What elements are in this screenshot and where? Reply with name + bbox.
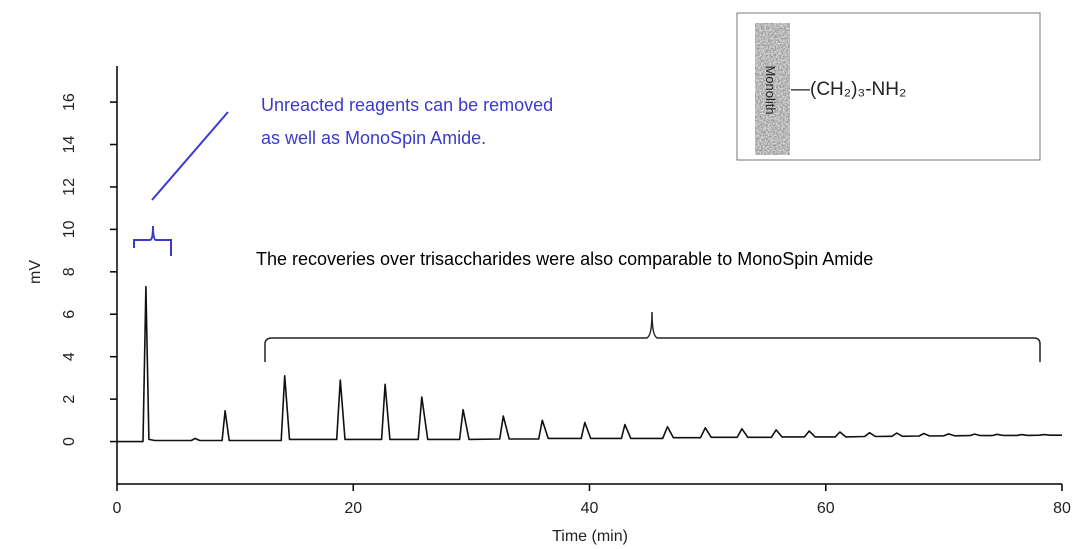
- page: {"chart_data": {"type": "line", "x_label…: [0, 0, 1091, 549]
- chart: Monolith —(CH₂)₃-NH₂ Unreacted reagents …: [0, 0, 1091, 549]
- x-tick-label: 80: [1053, 500, 1071, 517]
- y-tick-label: 8: [61, 267, 78, 276]
- annotation: Unreacted reagents can be removed: [261, 95, 553, 115]
- y-tick-label: 4: [61, 352, 78, 361]
- y-tick-label: 16: [61, 93, 78, 111]
- trace: [117, 287, 1062, 442]
- annotation: as well as MonoSpin Amide.: [261, 128, 486, 148]
- x-tick-label: 20: [344, 500, 362, 517]
- y-tick-label: 0: [61, 437, 78, 446]
- inset-label: Monolith: [763, 65, 778, 114]
- brace: [265, 312, 1040, 362]
- y-tick-label: 10: [61, 220, 78, 238]
- y-axis-title: mV: [27, 260, 44, 284]
- y-tick-label: 14: [61, 136, 78, 154]
- x-axis-title: Time (min): [552, 528, 628, 545]
- y-tick-label: 12: [61, 178, 78, 196]
- annotation: The recoveries over trisaccharides were …: [256, 249, 873, 269]
- x-tick-label: 60: [817, 500, 835, 517]
- y-tick-label: 6: [61, 310, 78, 319]
- x-tick-label: 40: [581, 500, 599, 517]
- y-tick-label: 2: [61, 395, 78, 404]
- x-tick-label: 0: [113, 500, 122, 517]
- inset-group: —(CH₂)₃-NH₂: [791, 79, 906, 100]
- pointer: [152, 112, 228, 200]
- brace: [134, 226, 171, 256]
